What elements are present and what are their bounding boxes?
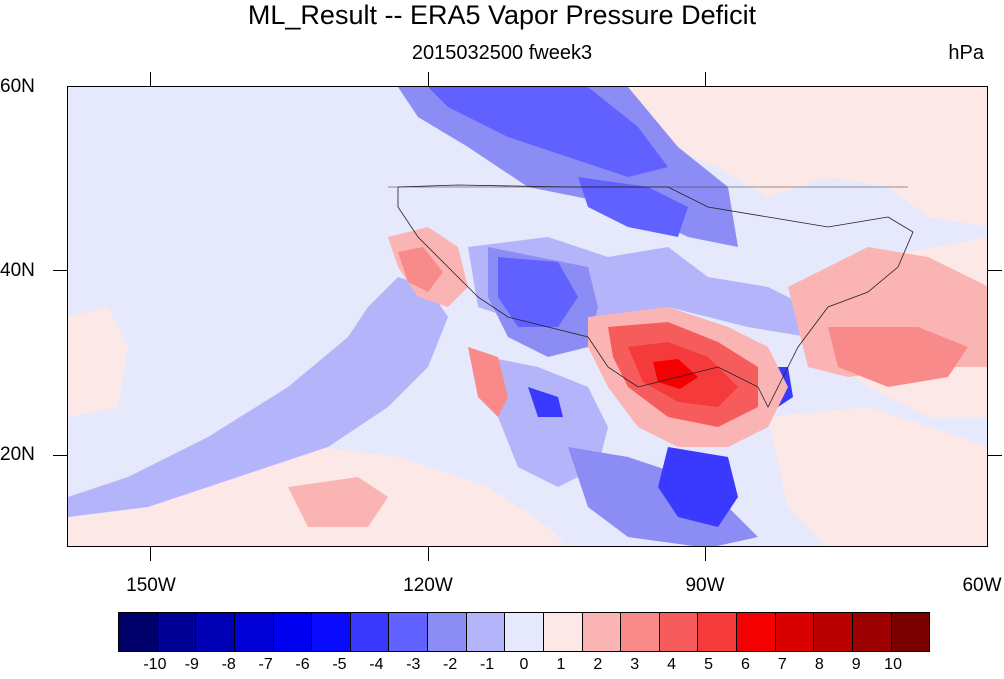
tick-bottom-150w <box>150 547 151 561</box>
contour-darkblue-west-mexico <box>528 387 563 417</box>
contour-lightblue-pacific-band <box>68 277 448 517</box>
contour-red-atlantic-core <box>828 327 968 387</box>
tick-left-20n <box>53 455 67 456</box>
tick-right-20n <box>988 455 1002 456</box>
tick-bottom-120w <box>428 547 429 561</box>
colorbar-label: 6 <box>741 656 750 673</box>
colorbar-box <box>234 613 274 651</box>
map-subtitle: 2015032500 fweek3 <box>411 42 593 64</box>
lat-label-60n: 60N <box>0 76 35 97</box>
tick-right-40n <box>988 270 1002 271</box>
colorbar-box <box>312 613 351 651</box>
colorbar-box <box>737 613 776 651</box>
colorbar-box <box>891 613 930 651</box>
colorbar-box <box>582 613 622 651</box>
us-border-outline <box>397 184 914 408</box>
lat-label-20n: 20N <box>0 444 35 465</box>
colorbar-label: -4 <box>369 656 384 673</box>
colorbar-label: -1 <box>479 656 495 673</box>
lon-label-120w: 120W <box>403 575 453 596</box>
colorbar-box <box>350 613 390 651</box>
colorbar-label: 0 <box>519 656 529 673</box>
colorbar-label: 4 <box>667 656 677 673</box>
colorbar-box <box>119 613 158 651</box>
colorbar-box <box>775 613 815 651</box>
vpd-contour-field <box>68 87 987 546</box>
colorbar-label: -2 <box>443 656 458 673</box>
contour-red-pacific-blob <box>288 477 388 527</box>
colorbar-box <box>621 613 660 651</box>
tick-top-90w <box>705 72 706 86</box>
contour-red-california-core <box>398 247 443 292</box>
colorbar-box <box>273 613 313 651</box>
colorbar-box <box>698 613 737 651</box>
tick-bottom-90w <box>705 547 706 561</box>
lon-label-60w: 60W <box>962 575 1002 596</box>
colorbar-label: 2 <box>593 656 603 673</box>
contour-pink-caribbean <box>768 407 987 546</box>
colorbar-box <box>157 613 197 651</box>
tick-top-120w <box>428 72 429 86</box>
contour-darkblue-canada <box>428 87 668 177</box>
colorbar-label: -9 <box>184 656 199 673</box>
contour-red-baja <box>468 347 508 417</box>
colorbar-label: 3 <box>630 656 640 673</box>
colorbar-labels: -10 -9 -8 -7 -6 -5 -4 -3 -2 -1 0 1 2 3 4 5 6 7 8 9 10 <box>118 656 930 678</box>
contour-darkblue-colorado <box>498 257 578 327</box>
colorbar-label: 1 <box>556 656 566 673</box>
tick-left-40n <box>53 270 67 271</box>
contour-red-gulf-peak <box>653 359 698 389</box>
colorbar-label: -5 <box>332 656 347 673</box>
colorbar-box <box>543 613 583 651</box>
colorbar-label: -7 <box>258 656 273 673</box>
contour-darkblue-great-plains <box>578 177 688 237</box>
colorbar <box>118 612 930 652</box>
colorbar-label: -10 <box>143 656 167 673</box>
colorbar-box <box>389 613 428 651</box>
colorbar-label: 10 <box>884 656 902 673</box>
colorbar-label: -8 <box>221 656 236 673</box>
lon-label-150w: 150W <box>126 575 176 596</box>
colorbar-label: 5 <box>704 656 713 673</box>
tick-top-150w <box>150 72 151 86</box>
colorbar-box <box>814 613 853 651</box>
colorbar-label: 9 <box>851 656 861 673</box>
colorbar-label: 7 <box>777 656 787 673</box>
contour-pink-west-pacific <box>68 307 128 417</box>
contour-darkblue-yucatan <box>658 447 738 527</box>
lon-label-90w: 90W <box>685 575 725 596</box>
colorbar-label: -6 <box>295 656 310 673</box>
colorbar-box <box>466 613 506 651</box>
colorbar-box <box>659 613 699 651</box>
lat-label-40n: 40N <box>0 260 35 281</box>
colorbar-label: -3 <box>406 656 421 673</box>
colorbar-box <box>505 613 544 651</box>
colorbar-box <box>196 613 235 651</box>
colorbar-box <box>852 613 892 651</box>
colorbar-label: 8 <box>814 656 824 673</box>
colorbar-box <box>428 613 467 651</box>
vpd-map <box>67 86 988 547</box>
map-title: ML_Result -- ERA5 Vapor Pressure Deficit <box>247 0 757 30</box>
units-label: hPa <box>948 42 984 64</box>
